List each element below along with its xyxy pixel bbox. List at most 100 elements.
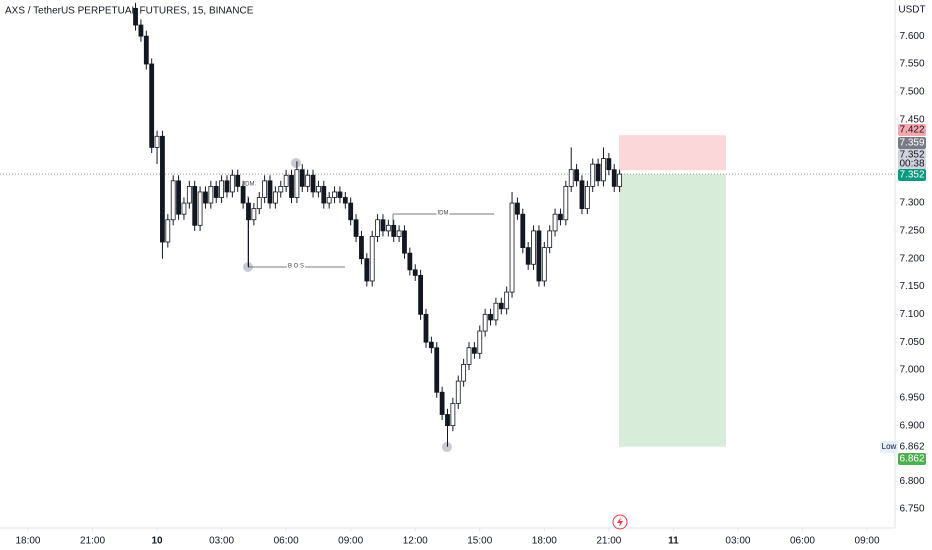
price-label: 6.862 [899, 454, 924, 465]
candle-body [192, 185, 198, 226]
candle-body [563, 185, 569, 221]
x-tick-label: 09:00 [855, 536, 880, 547]
y-tick-label: 7.600 [899, 31, 924, 42]
candle-body [229, 174, 235, 193]
candle-body [240, 185, 246, 204]
candle-body [337, 191, 343, 198]
candle-body [407, 252, 413, 271]
candle-body [471, 347, 477, 354]
candle-body [520, 213, 526, 248]
countdown: 00:38 [899, 159, 924, 170]
candle-body [461, 364, 467, 382]
candle-body [385, 224, 391, 232]
candle-body [601, 158, 606, 182]
x-tick-label: 12:00 [403, 536, 428, 547]
candle-body [316, 185, 321, 193]
candle-body [547, 230, 553, 248]
y-tick-label: 7.300 [899, 198, 924, 209]
candle-body [434, 347, 440, 393]
candle-body [321, 185, 327, 204]
candle-body [396, 230, 402, 237]
candle-body [154, 135, 160, 148]
currency-label: USDT [898, 5, 925, 16]
candle-body [482, 313, 488, 332]
price-label: 7.422 [899, 125, 924, 136]
target-zone [619, 174, 726, 447]
y-tick-label: 7.050 [899, 337, 924, 348]
price-label-bg [898, 124, 926, 136]
candle-body [272, 191, 278, 204]
candle-body [590, 163, 596, 187]
price-label-bg [898, 137, 926, 149]
candle-body [418, 275, 424, 315]
low-label: Low [882, 442, 897, 451]
candle-body [450, 402, 456, 427]
y-tick-label: 7.550 [899, 59, 924, 70]
candle-body [402, 230, 407, 254]
candle-body [289, 174, 294, 198]
candle-body [428, 341, 434, 349]
candle-body [224, 180, 230, 193]
annotation-label: IDM [244, 182, 255, 188]
x-tick-label: 09:00 [338, 536, 363, 547]
candle-body [251, 208, 257, 221]
candle-body [294, 169, 300, 198]
y-tick-label: 6.750 [899, 504, 924, 515]
candle-body [568, 169, 574, 187]
y-tick-label: 7.100 [899, 309, 924, 320]
candle-body [133, 7, 138, 26]
candle-body [348, 202, 354, 221]
candle-body [278, 185, 284, 193]
candle-body [536, 230, 542, 282]
x-tick-label: 15:00 [467, 536, 492, 547]
x-tick-label: 03:00 [725, 536, 750, 547]
candle-body [310, 174, 316, 193]
candle-body [219, 180, 224, 198]
x-tick-label: 21:00 [80, 536, 105, 547]
candle-body [509, 202, 515, 293]
x-tick-label: 18:00 [532, 536, 557, 547]
stop-zone [619, 135, 726, 171]
price-label: 7.352 [899, 170, 924, 181]
candle-body [423, 313, 429, 343]
candle-body [445, 414, 450, 427]
candle-body [364, 258, 370, 282]
candle-body [326, 197, 332, 204]
candle-body [203, 191, 208, 204]
candle-body [531, 230, 536, 265]
candle-body [176, 180, 181, 215]
candle-body [541, 247, 547, 282]
candle-body [246, 202, 251, 221]
x-tick-label: 21:00 [596, 536, 621, 547]
candle-body [165, 219, 171, 243]
y-tick-label: 7.150 [899, 281, 924, 292]
x-tick-label: 03:00 [209, 536, 234, 547]
y-tick-label: 6.800 [899, 476, 924, 487]
candle-body [305, 174, 311, 187]
candle-body [208, 185, 214, 204]
candle-body [391, 224, 397, 237]
price-label: 7.352 [899, 150, 924, 161]
candle-body [552, 213, 558, 232]
candle-body [267, 180, 273, 204]
x-tick-label: 11 [668, 536, 679, 547]
candle-body [369, 236, 375, 282]
candle-body [170, 180, 176, 221]
price-label-bg [898, 149, 926, 161]
chart-title: AXS / TetherUS PERPETUAL FUTURES, 15, BI… [5, 6, 254, 17]
candle-body [256, 197, 262, 210]
x-tick-label: 06:00 [274, 536, 299, 547]
candle-body [525, 247, 531, 265]
x-tick-label: 10 [151, 536, 163, 547]
swing-marker [291, 158, 301, 168]
candle-body [332, 191, 337, 198]
candle-body [160, 135, 165, 243]
candle-body [342, 197, 348, 204]
annotation-label: B O S [288, 264, 304, 270]
low-value-bg [898, 441, 926, 453]
candle-body [455, 380, 461, 404]
candle-body [375, 219, 380, 237]
candle-body [143, 35, 149, 65]
candle-body [235, 174, 241, 187]
